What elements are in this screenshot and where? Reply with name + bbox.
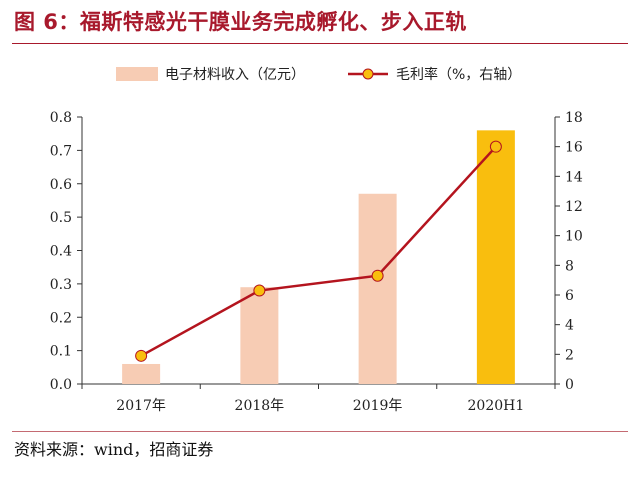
- y-right-tick-label: 14: [565, 169, 583, 185]
- y-left-tick-label: 0.6: [50, 177, 72, 193]
- bar-revenue: [358, 193, 397, 384]
- line-gross-margin: [140, 145, 497, 357]
- bar-revenue: [122, 363, 161, 384]
- x-tick-label: 2020H1: [468, 398, 525, 414]
- y-right-tick-label: 18: [565, 110, 583, 126]
- y-left-tick-label: 0.0: [50, 377, 72, 393]
- point-gross-margin: [371, 269, 384, 282]
- y-left-tick-label: 0.2: [50, 310, 72, 326]
- tick-labels: 0.0 0.1 0.2 0.3 0.4 0.5 0.6 0.7 0.8 0 2 4 6 8 10 12 14 16…: [50, 110, 583, 414]
- source-note: 资料来源：wind，招商证券: [14, 440, 214, 459]
- y-left-tick-label: 0.1: [50, 344, 72, 360]
- x-tick-label: 2017年: [116, 398, 166, 414]
- bar-series: [122, 130, 515, 384]
- legend-label-margin: 毛利率（%，右轴）: [396, 66, 521, 83]
- y-left-tick-label: 0.7: [50, 143, 72, 159]
- title-divider: [12, 43, 628, 44]
- point-gross-margin: [135, 349, 148, 362]
- figure-title: 图 6：福斯特感光干膜业务完成孵化、步入正轨: [14, 10, 467, 34]
- point-gross-margin: [489, 140, 502, 153]
- x-tick-label: 2019年: [353, 398, 403, 414]
- y-left-tick-label: 0.5: [50, 210, 72, 226]
- chart-legend: 电子材料收入（亿元） 毛利率（%，右轴）: [116, 66, 521, 83]
- y-right-tick-label: 0: [565, 377, 574, 393]
- point-gross-margin: [253, 284, 266, 297]
- bar-revenue: [476, 130, 515, 384]
- y-right-tick-label: 12: [565, 199, 583, 215]
- y-right-tick-label: 8: [565, 258, 574, 274]
- y-left-tick-label: 0.8: [50, 110, 72, 126]
- chart-axes: [77, 116, 560, 389]
- bar-revenue: [240, 287, 279, 384]
- line-series: [135, 140, 502, 362]
- legend-label-revenue: 电子材料收入（亿元）: [165, 67, 305, 83]
- combo-chart: 电子材料收入（亿元） 毛利率（%，右轴） 0.00.10.20.30.40.50…: [50, 66, 583, 414]
- y-left-tick-label: 0.3: [50, 277, 72, 293]
- y-left-tick-label: 0.4: [50, 244, 72, 260]
- legend-marker-margin: [362, 68, 374, 80]
- y-right-tick-label: 2: [565, 347, 574, 363]
- source-divider: [12, 431, 628, 432]
- y-right-tick-label: 4: [565, 318, 574, 334]
- y-right-tick-label: 16: [565, 140, 583, 156]
- y-right-tick-label: 10: [565, 229, 583, 245]
- legend-swatch-revenue: [116, 67, 158, 81]
- y-right-tick-label: 6: [565, 288, 574, 304]
- x-tick-label: 2018年: [235, 398, 285, 414]
